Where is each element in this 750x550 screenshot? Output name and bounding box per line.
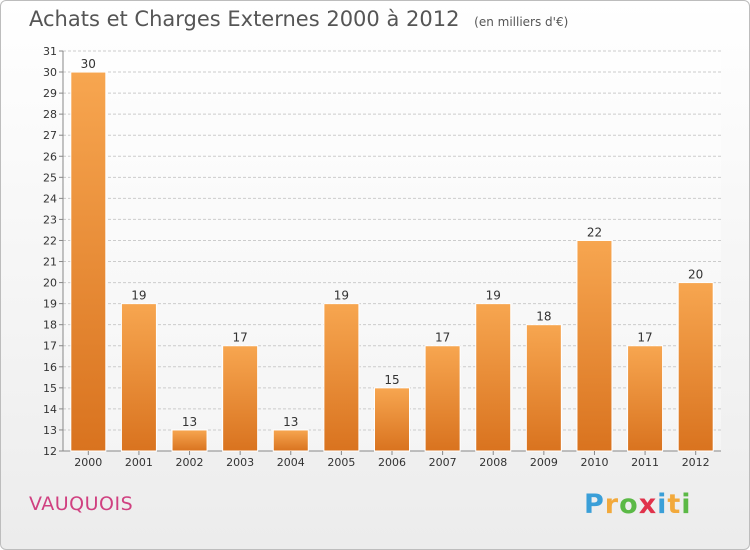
bar [272, 429, 309, 452]
x-tick-label: 2001 [125, 456, 153, 469]
y-tick-label: 18 [43, 319, 57, 332]
bar [424, 345, 461, 452]
x-tick-label: 2012 [682, 456, 710, 469]
x-tick-label: 2007 [429, 456, 457, 469]
y-tick-label: 30 [43, 66, 57, 79]
data-label: 18 [536, 310, 551, 324]
bar [323, 303, 360, 452]
x-tick-label: 2002 [176, 456, 204, 469]
x-tick-label: 2006 [378, 456, 406, 469]
data-label: 17 [233, 331, 248, 345]
x-tick-label: 2005 [327, 456, 355, 469]
bar [222, 345, 259, 452]
y-tick-label: 22 [43, 234, 57, 247]
x-tick-label: 2010 [580, 456, 608, 469]
logo-letter: r [604, 489, 620, 520]
bar [525, 324, 562, 452]
x-tick-label: 2011 [631, 456, 659, 469]
data-label: 19 [486, 289, 501, 303]
bar [171, 429, 208, 452]
data-label: 13 [283, 415, 298, 429]
x-tick-label: 2009 [530, 456, 558, 469]
bar [374, 387, 410, 452]
data-label: 22 [587, 225, 602, 239]
x-tick-label: 2008 [479, 456, 507, 469]
proxiti-logo: Proxiti [584, 489, 692, 520]
logo-letter: P [584, 489, 605, 520]
chart-title-text: Achats et Charges Externes 2000 à 2012 [29, 7, 460, 31]
y-tick-label: 25 [43, 171, 57, 184]
data-label: 20 [688, 268, 703, 282]
y-tick-label: 31 [43, 45, 57, 58]
y-tick-label: 12 [43, 445, 57, 458]
y-tick-label: 24 [43, 192, 57, 205]
y-tick-label: 29 [43, 87, 57, 100]
y-tick-label: 21 [43, 256, 57, 269]
data-label: 19 [334, 289, 349, 303]
y-tick-label: 20 [43, 277, 57, 290]
y-tick-label: 28 [43, 108, 57, 121]
logo-letter: i [657, 489, 668, 520]
logo-letter: x [638, 489, 658, 520]
data-label: 17 [637, 331, 652, 345]
data-label: 15 [384, 373, 399, 387]
x-tick-label: 2004 [277, 456, 305, 469]
y-tick-label: 15 [43, 382, 57, 395]
data-label: 30 [81, 57, 96, 71]
y-tick-label: 19 [43, 298, 57, 311]
bar [70, 71, 107, 452]
bar [475, 303, 512, 452]
y-tick-label: 27 [43, 129, 57, 142]
bar [627, 345, 664, 452]
y-tick-label: 17 [43, 340, 57, 353]
logo-letter: i [681, 489, 692, 520]
y-tick-label: 14 [43, 403, 57, 416]
commune-name: VAUQUOIS [29, 493, 134, 515]
y-tick-label: 26 [43, 150, 57, 163]
bar [677, 282, 714, 452]
x-tick-label: 2003 [226, 456, 254, 469]
y-tick-label: 13 [43, 424, 57, 437]
logo-letter: o [619, 489, 639, 520]
bar [576, 239, 613, 452]
chart-title: Achats et Charges Externes 2000 à 2012 (… [29, 7, 568, 31]
data-label: 19 [131, 289, 146, 303]
chart-subtitle: (en milliers d'€) [474, 15, 569, 29]
data-label: 13 [182, 415, 197, 429]
logo-letter: t [667, 489, 682, 520]
data-label: 17 [435, 331, 450, 345]
y-tick-label: 16 [43, 361, 57, 374]
bar [120, 303, 157, 452]
y-tick-label: 23 [43, 213, 57, 226]
x-tick-label: 2000 [74, 456, 102, 469]
